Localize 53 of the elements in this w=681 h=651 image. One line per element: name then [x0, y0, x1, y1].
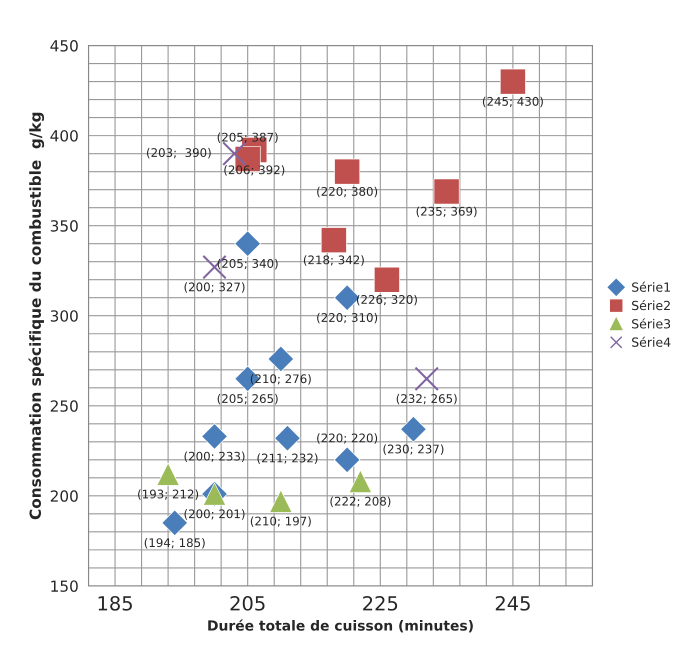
point [201, 423, 228, 450]
point [334, 446, 360, 473]
data-label: (211; 232) [257, 453, 318, 464]
data-label: (193; 212) [138, 489, 198, 500]
y-tick-label: 250 [50, 400, 78, 412]
data-label: (220; 220) [317, 433, 378, 444]
data-label: (230; 237) [383, 444, 444, 455]
data-label: (226; 320) [356, 294, 417, 306]
y-tick-label: 150 [51, 580, 78, 592]
point [269, 490, 292, 513]
point [400, 416, 427, 442]
data-label: (220; 380) [317, 186, 378, 198]
data-label: (232; 265) [396, 394, 457, 404]
legend-label: Série2 [632, 300, 670, 310]
data-label: (205; 265) [218, 394, 278, 404]
data-label: (210; 197) [250, 516, 311, 527]
y-axis-title: Consommation spécifique du combustible g/kg [28, 112, 44, 520]
x-tick-label: 245 [496, 596, 530, 611]
y-tick-label: 450 [50, 40, 78, 52]
x-tick-label: 205 [230, 596, 265, 611]
y-tick-label: 300 [50, 310, 78, 322]
point [268, 346, 294, 372]
data-label: (205; 340) [218, 258, 278, 270]
y-tick-label: 400 [50, 130, 78, 142]
legend-label: Série3 [632, 318, 670, 329]
y-tick-label: 350 [50, 220, 78, 232]
x-tick-label: 185 [98, 596, 132, 611]
data-label: (218; 342) [304, 255, 364, 266]
data-label: (220; 310) [317, 312, 378, 324]
data-label: (245; 430) [482, 96, 543, 108]
point [348, 470, 372, 493]
point [434, 178, 460, 204]
point [500, 68, 526, 95]
point [334, 158, 360, 185]
point [274, 425, 301, 452]
data-label: (200; 233) [184, 452, 245, 462]
legend-label: Série1 [632, 282, 670, 292]
data-label: (194; 185) [144, 538, 205, 549]
data-label: (203; 390) [146, 148, 211, 158]
y-tick-label: 200 [50, 490, 78, 502]
data-label: (200; 201) [184, 509, 245, 520]
point [320, 227, 347, 254]
data-label: (222; 208) [330, 496, 390, 508]
x-tick-label: 225 [363, 596, 398, 611]
legend-label: Série4 [632, 336, 670, 347]
data-label: (205; 387) [218, 132, 278, 144]
point [374, 266, 400, 293]
point [156, 462, 180, 486]
data-label: (200; 327) [184, 282, 245, 293]
data-label: (235; 369) [416, 206, 477, 218]
point [234, 230, 261, 257]
x-axis-title: Durée totale de cuisson (minutes) [208, 619, 473, 632]
point [414, 366, 439, 392]
